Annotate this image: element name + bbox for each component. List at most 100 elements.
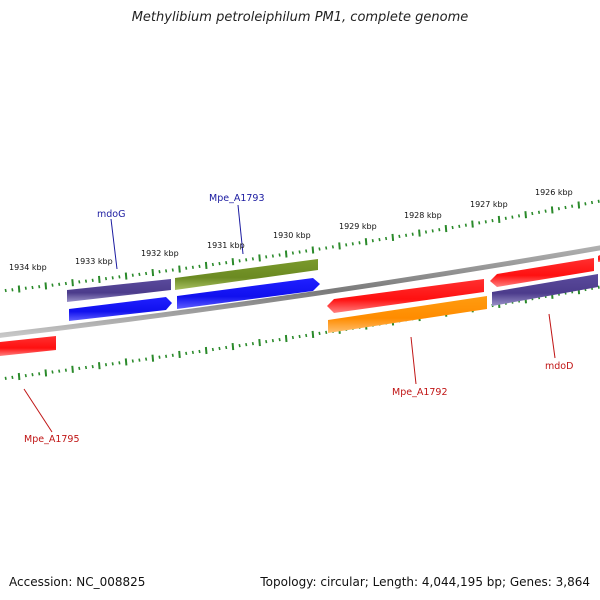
gene-blue-forward-2[interactable] <box>177 278 320 309</box>
scale-major-tick <box>231 258 235 266</box>
scale-minor-tick <box>78 366 81 371</box>
gene-Mpe_A1792-red[interactable] <box>327 279 484 313</box>
scale-minor-tick <box>331 245 334 249</box>
gene-Mpe_A1795[interactable] <box>0 336 56 356</box>
gene-mdoG[interactable] <box>67 279 171 302</box>
scale-minor-tick <box>325 330 328 335</box>
scale-minor-tick <box>531 211 534 216</box>
scale-minor-tick <box>84 365 88 370</box>
scale-label: 1926 kbp <box>535 188 573 197</box>
scale-minor-tick <box>271 338 274 343</box>
scale-major-tick <box>258 339 261 347</box>
scale-minor-tick <box>484 220 487 224</box>
scale-major-tick <box>98 275 101 283</box>
scale-label: 1927 kbp <box>470 200 508 209</box>
scale-minor-tick <box>111 362 114 366</box>
gene-mdoD[interactable] <box>492 274 598 306</box>
scale-major-tick <box>497 215 501 223</box>
leader-Mpe_A1792 <box>410 336 417 385</box>
scale-minor-tick <box>438 228 441 232</box>
scale-minor-tick <box>138 358 141 362</box>
scale-minor-tick <box>557 207 560 211</box>
scale-minor-tick <box>145 357 148 361</box>
scale-minor-tick <box>318 247 321 251</box>
scale-minor-tick <box>584 202 587 206</box>
scale-minor-tick <box>218 261 221 266</box>
scale-minor-tick <box>131 273 134 277</box>
scale-minor-tick <box>431 229 434 233</box>
genome-summary-text: Topology: circular; Length: 4,044,195 bp… <box>260 575 590 589</box>
gene-red-reverse-right[interactable] <box>490 258 594 287</box>
scale-minor-tick <box>251 257 254 261</box>
gene-Mpe_A1792-orange[interactable] <box>328 296 487 333</box>
scale-minor-tick <box>278 337 281 342</box>
gene-labels: mdoG Mpe_A1793 Mpe_A1792 mdoD Mpe_A1795 <box>24 193 573 445</box>
scale-minor-tick <box>291 335 294 340</box>
scale-minor-tick <box>265 255 268 259</box>
map-title: Methylibium petroleiphilum PM1, complete… <box>131 10 469 25</box>
scale-minor-tick <box>405 233 408 237</box>
scale-major-tick <box>71 365 74 373</box>
scale-minor-tick <box>411 232 414 236</box>
scale-minor-tick <box>165 354 168 358</box>
scale-minor-tick <box>351 242 354 246</box>
scale-major-tick <box>284 334 288 343</box>
scale-minor-tick <box>211 262 214 267</box>
scale-labels: 1934 kbp 1933 kbp 1932 kbp 1931 kbp 1930… <box>9 188 573 272</box>
scale-minor-tick <box>4 376 7 380</box>
scale-minor-tick <box>78 280 81 284</box>
gene-label-Mpe_A1792: Mpe_A1792 <box>392 387 448 398</box>
scale-minor-tick <box>305 333 308 338</box>
gene-label-mdoG: mdoG <box>97 209 125 220</box>
scale-major-tick <box>311 330 315 338</box>
scale-minor-tick <box>537 210 541 214</box>
accession-text: Accession: NC_008825 <box>9 575 146 589</box>
gene-features <box>0 255 600 356</box>
scale-minor-tick <box>278 253 281 257</box>
scale-major-tick <box>124 358 128 366</box>
scale-minor-tick <box>185 351 188 356</box>
scale-minor-tick <box>464 223 467 227</box>
scale-minor-tick <box>145 271 148 276</box>
scale-minor-tick <box>271 254 274 258</box>
scale-minor-tick <box>451 225 454 230</box>
scale-major-tick <box>204 261 208 269</box>
scale-minor-tick <box>118 361 121 365</box>
scale-minor-tick <box>590 200 594 205</box>
scale-minor-tick <box>131 359 134 363</box>
gene-Mpe_A1793[interactable] <box>175 259 318 290</box>
scale-minor-tick <box>158 270 161 274</box>
scale-minor-tick <box>345 243 348 247</box>
scale-major-tick <box>231 343 235 351</box>
scale-minor-tick <box>104 276 108 281</box>
scale-minor-tick <box>165 269 168 273</box>
scale-minor-tick <box>171 268 174 272</box>
scale-major-tick <box>284 250 288 258</box>
scale-minor-tick <box>478 221 481 225</box>
scale-major-tick <box>471 220 474 228</box>
scale-major-tick <box>550 206 554 214</box>
scale-minor-tick <box>11 375 14 380</box>
scale-minor-tick <box>504 216 507 220</box>
scale-minor-tick <box>564 205 567 210</box>
scale-label: 1933 kbp <box>75 257 113 266</box>
scale-minor-tick <box>245 342 248 347</box>
scale-minor-tick <box>198 349 201 354</box>
scale-minor-tick <box>24 286 27 290</box>
gene-blue-forward-1[interactable] <box>69 297 172 321</box>
outer-scale-track <box>4 199 600 293</box>
scale-minor-tick <box>51 283 54 287</box>
scale-minor-tick <box>517 214 521 218</box>
scale-minor-tick <box>138 272 141 277</box>
scale-minor-tick <box>238 343 241 348</box>
scale-minor-tick <box>424 230 428 234</box>
scale-major-tick <box>151 269 155 277</box>
scale-minor-tick <box>251 341 254 346</box>
genome-backbone <box>0 245 600 338</box>
scale-major-tick <box>151 354 155 362</box>
gene-label-mdoD: mdoD <box>545 361 573 372</box>
scale-major-tick <box>338 242 341 250</box>
scale-minor-tick <box>238 259 241 263</box>
scale-minor-tick <box>104 363 108 367</box>
